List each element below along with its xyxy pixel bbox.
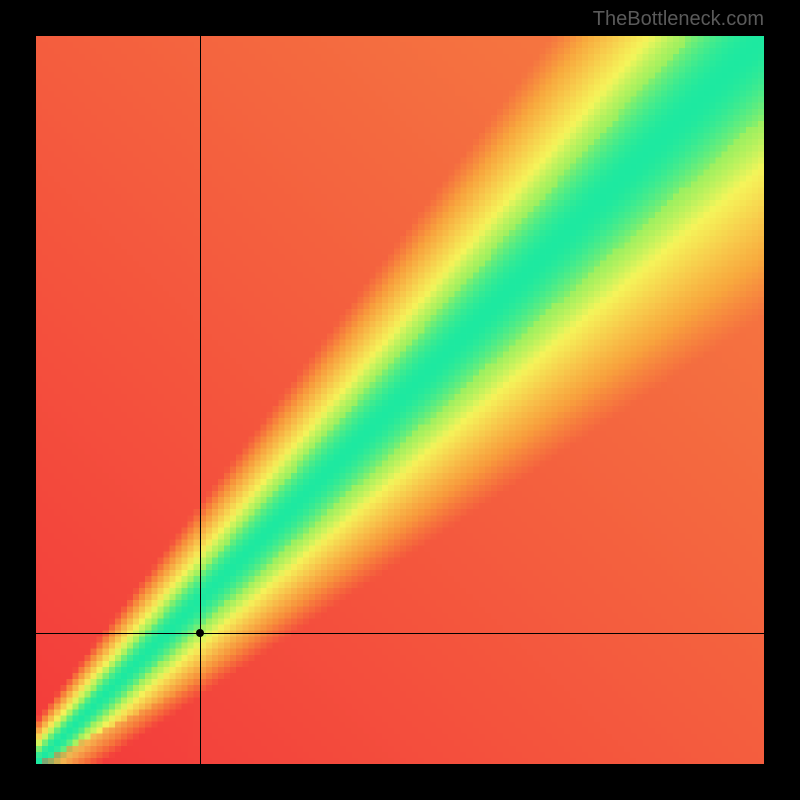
crosshair-vertical [200, 36, 201, 764]
crosshair-marker-dot [196, 629, 204, 637]
crosshair-horizontal [36, 633, 764, 634]
heatmap-plot [36, 36, 764, 764]
watermark-text: TheBottleneck.com [593, 8, 764, 31]
heatmap-canvas [36, 36, 764, 764]
